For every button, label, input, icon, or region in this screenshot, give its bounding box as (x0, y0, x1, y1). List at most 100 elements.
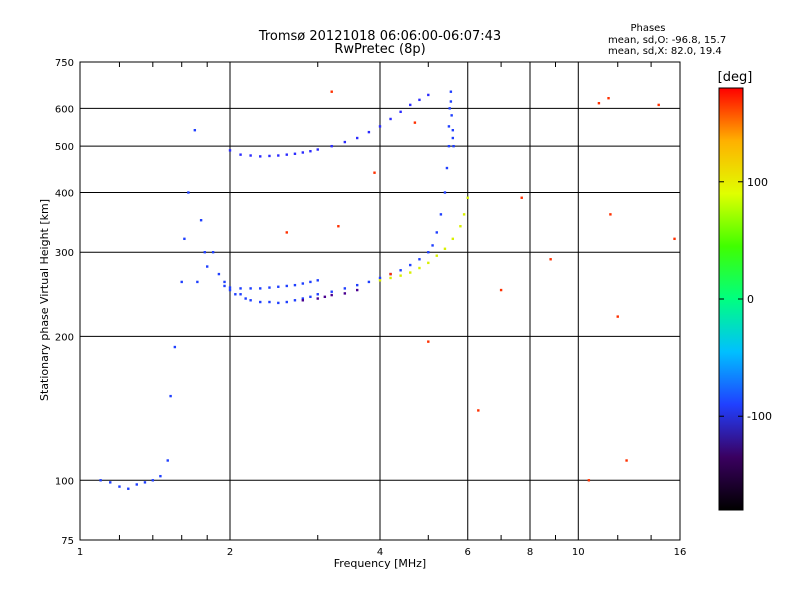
data-point (228, 286, 232, 289)
data-point (378, 279, 382, 282)
data-point (183, 237, 186, 241)
data-point (389, 276, 392, 280)
data-point (277, 154, 280, 157)
data-point (316, 279, 319, 282)
data-point (378, 125, 382, 128)
data-point (143, 481, 147, 484)
data-point (447, 125, 451, 128)
data-point (234, 293, 237, 296)
x-tick-label: 2 (227, 547, 233, 558)
data-point (169, 394, 172, 398)
data-point (616, 315, 619, 318)
data-point (239, 287, 242, 290)
data-point (609, 213, 612, 216)
data-point (445, 166, 449, 170)
data-point (367, 130, 371, 134)
data-point (607, 96, 610, 100)
data-point (301, 299, 305, 302)
data-point (443, 247, 447, 250)
data-point (499, 288, 503, 292)
data-point (285, 300, 288, 304)
data-point (228, 288, 232, 292)
data-point (520, 196, 523, 199)
data-point (173, 345, 177, 349)
y-tick-label: 500 (55, 142, 74, 153)
data-point (316, 148, 319, 151)
data-point (239, 293, 242, 296)
data-point (301, 282, 305, 285)
data-point (427, 340, 430, 343)
data-point (244, 297, 247, 300)
data-point (378, 276, 382, 280)
x-axis-label: Frequency [MHz] (334, 557, 426, 570)
y-tick-label: 600 (55, 104, 74, 115)
x-tick-label: 16 (674, 547, 687, 558)
data-point (549, 258, 552, 261)
data-point (367, 280, 371, 284)
x-tick-label: 8 (527, 547, 533, 558)
data-point (193, 128, 197, 132)
data-point (293, 283, 297, 287)
data-point (323, 295, 327, 299)
data-point (418, 258, 421, 261)
data-point (449, 100, 453, 103)
data-point (399, 274, 402, 277)
colorbar-tick-label: 0 (747, 293, 754, 306)
data-point (443, 191, 447, 194)
data-point (435, 231, 438, 234)
data-point (431, 244, 434, 247)
data-point (389, 117, 392, 121)
data-point (459, 225, 462, 228)
data-point (427, 261, 430, 265)
data-point (399, 110, 402, 114)
data-point (159, 474, 162, 478)
data-point (239, 153, 242, 156)
data-point (135, 483, 138, 486)
data-point (118, 485, 121, 488)
data-point (389, 272, 392, 276)
data-point (301, 151, 305, 154)
data-point (451, 237, 455, 241)
data-point (448, 107, 451, 110)
data-point (309, 150, 312, 153)
data-point (285, 284, 288, 288)
phase-stats-x: mean, sd,X: 82.0, 19.4 (608, 46, 722, 57)
data-point (597, 101, 601, 105)
data-point (330, 90, 333, 93)
data-point (249, 154, 252, 157)
data-point (217, 272, 221, 276)
data-point (466, 196, 469, 199)
data-point (450, 114, 453, 117)
chart-title: Tromsø 20121018 06:06:00-06:07:43 (258, 29, 501, 44)
data-point (259, 287, 262, 290)
data-point (451, 136, 455, 140)
colorbar-frame (718, 87, 744, 511)
data-point (427, 93, 430, 97)
data-point (316, 293, 319, 296)
y-tick-label: 200 (55, 332, 74, 343)
data-point (187, 191, 190, 194)
y-tick-label: 400 (55, 188, 74, 199)
data-point (285, 231, 288, 234)
data-points (99, 90, 676, 490)
data-point (413, 121, 417, 124)
data-point (447, 144, 451, 148)
data-point (99, 479, 102, 482)
data-point (268, 286, 271, 289)
y-tick-label: 300 (55, 248, 74, 259)
data-point (625, 459, 628, 462)
data-point (355, 136, 359, 140)
data-point (309, 280, 312, 284)
phase-stats-o: mean, sd,O: -96.8, 15.7 (608, 35, 726, 46)
data-point (203, 251, 206, 254)
colorbar-tick-label: -100 (747, 410, 772, 423)
data-point (259, 300, 262, 304)
data-point (452, 144, 455, 148)
colorbar-ticks: -100 0 100 (718, 87, 772, 511)
x-tick-label: 6 (465, 547, 471, 558)
data-point (355, 288, 359, 292)
data-point (223, 280, 226, 284)
data-point (301, 297, 305, 300)
data-point (418, 98, 421, 102)
data-point (435, 254, 438, 257)
